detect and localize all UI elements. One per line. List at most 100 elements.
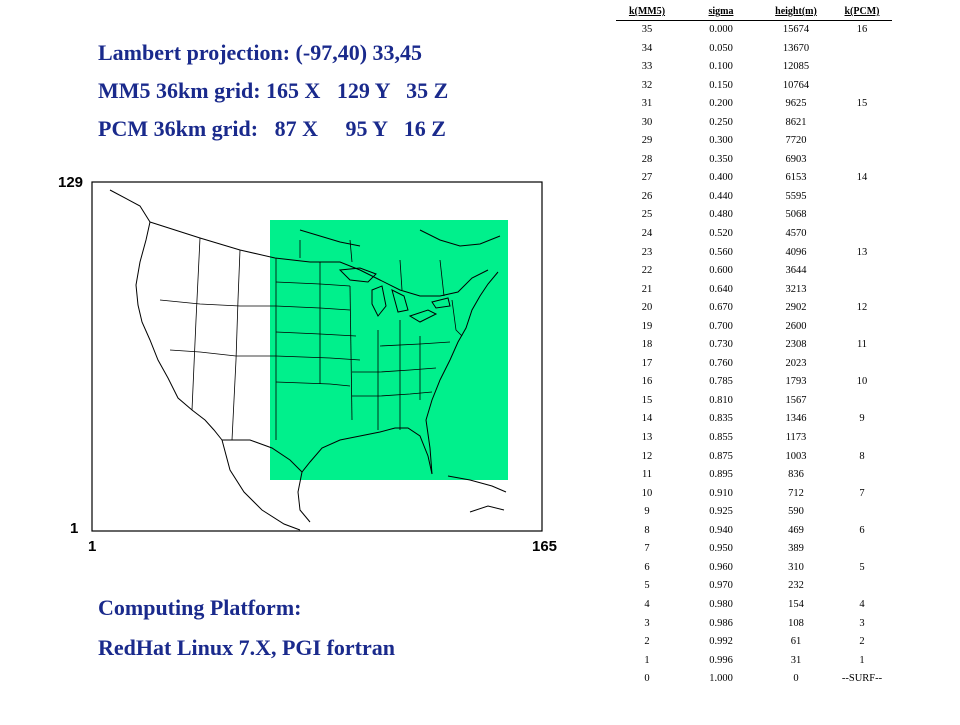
table-row: 17 0.760 2023 (616, 355, 892, 374)
table-cell: 6153 (785, 172, 807, 184)
table-cell: 9625 (785, 98, 807, 110)
table-cell: 14 (856, 172, 868, 184)
table-cell: 108 (788, 617, 804, 629)
col-header-k-mm5: k(MM5) (628, 6, 666, 17)
table-cell: 11 (856, 339, 868, 351)
col-header-k-pcm: k(PCM) (844, 6, 880, 17)
table-cell: 0.986 (709, 617, 733, 629)
table-cell: 0.100 (709, 61, 733, 73)
table-cell: 0.000 (709, 24, 733, 35)
table-cell: 0.050 (709, 42, 733, 54)
table-cell: 12 (641, 450, 653, 462)
table-cell: 1 (859, 654, 865, 666)
table-cell: 4096 (785, 246, 807, 258)
table-cell: 15 (641, 394, 653, 406)
table-row: 34 0.050 13670 (616, 40, 892, 59)
col-header-sigma: sigma (708, 6, 734, 17)
table-cell: 10764 (782, 79, 810, 91)
table-cell: 6 (644, 561, 650, 573)
table-cell: 7 (644, 543, 650, 555)
table-row: 23 0.560 4096 13 (616, 244, 892, 263)
table-row: 32 0.150 10764 (616, 77, 892, 96)
table-cell: 1.000 (709, 673, 733, 685)
platform-detail: RedHat Linux 7.X, PGI fortran (98, 635, 395, 660)
table-row: 3 0.986 108 3 (616, 615, 892, 634)
table-cell: 13 (641, 432, 653, 444)
x-axis-right-label: 165 (532, 538, 558, 555)
table-cell: 0.875 (709, 450, 733, 462)
table-row: 28 0.350 6903 (616, 151, 892, 170)
table-cell: 0.855 (709, 432, 733, 444)
table-cell: 8621 (785, 116, 807, 128)
table-cell: 23 (641, 246, 653, 258)
table-row: 13 0.855 1173 (616, 429, 892, 448)
table-cell: 9 (859, 413, 865, 425)
table-body: 35 0.000 15674 16 34 0.050 13670 33 0.100 12085 32… (616, 21, 892, 689)
table-cell: 31 (790, 654, 802, 666)
table-cell: 4 (859, 598, 865, 610)
table-cell: 30 (641, 116, 653, 128)
table-cell: 2308 (785, 339, 807, 351)
table-cell: 17 (641, 357, 653, 369)
table-cell: 0.835 (709, 413, 733, 425)
table-cell: 16 (856, 24, 868, 35)
table-cell: 27 (641, 172, 653, 184)
state-borders (159, 237, 463, 441)
table-cell: 26 (641, 190, 653, 202)
table-cell: 3 (644, 617, 650, 629)
table-cell: 2600 (785, 320, 807, 332)
projection-title: Lambert projection: (-97,40) 33,45 (98, 40, 423, 65)
table-cell: 35 (641, 24, 653, 35)
table-cell: 0.810 (709, 394, 733, 406)
table-cell: 4570 (785, 228, 807, 240)
table-cell: 0.400 (709, 172, 733, 184)
table-row: 9 0.925 590 (616, 503, 892, 522)
table-cell: 0.925 (709, 506, 733, 518)
table-cell: 2 (644, 636, 650, 648)
table-cell: 0.670 (709, 302, 733, 314)
table-cell: 5 (644, 580, 650, 592)
x-axis-left-label: 1 (88, 538, 97, 555)
table-cell: 0.640 (709, 283, 733, 295)
table-cell: 28 (641, 153, 653, 165)
table-cell: 0.950 (709, 543, 733, 555)
table-cell: 12 (856, 302, 868, 314)
table-row: 15 0.810 1567 (616, 392, 892, 411)
table-header: k(MM5) sigma height(m) k(PCM) (616, 4, 892, 21)
table-cell: 0.250 (709, 116, 733, 128)
table-row: 30 0.250 8621 (616, 114, 892, 133)
table-cell: 16 (641, 376, 653, 388)
table-row: 11 0.895 836 (616, 466, 892, 485)
table-cell: 1346 (785, 413, 807, 425)
table-cell: 3213 (785, 283, 807, 295)
table-row: 33 0.100 12085 (616, 58, 892, 77)
table-cell: 2023 (785, 357, 807, 369)
table-cell: 0.992 (709, 636, 733, 648)
table-cell: 0.895 (709, 469, 733, 481)
table-cell: 154 (788, 598, 804, 610)
table-row: 22 0.600 3644 (616, 262, 892, 281)
table-cell: 13 (856, 246, 868, 258)
table-cell: 2 (859, 636, 865, 648)
table-cell: 590 (788, 506, 804, 518)
table-cell: 6 (859, 524, 865, 536)
table-row: 1 0.996 31 1 (616, 652, 892, 671)
table-cell: 712 (788, 487, 804, 499)
domain-map (91, 181, 543, 532)
table-cell: 0.350 (709, 153, 733, 165)
table-row: 16 0.785 1793 10 (616, 373, 892, 392)
table-cell: 2902 (785, 302, 807, 314)
table-cell: 0.910 (709, 487, 733, 499)
table-row: 8 0.940 469 6 (616, 522, 892, 541)
table-cell: 389 (788, 543, 804, 555)
table-cell: 3 (859, 617, 865, 629)
table-cell: 14 (641, 413, 653, 425)
table-row: 31 0.200 9625 15 (616, 95, 892, 114)
table-row: 4 0.980 154 4 (616, 596, 892, 615)
table-cell: 0.520 (709, 228, 733, 240)
table-cell: 8 (859, 450, 865, 462)
table-row: 27 0.400 6153 14 (616, 169, 892, 188)
table-cell: 13670 (782, 42, 810, 54)
table-cell: 1003 (785, 450, 807, 462)
table-row: 6 0.960 310 5 (616, 559, 892, 578)
